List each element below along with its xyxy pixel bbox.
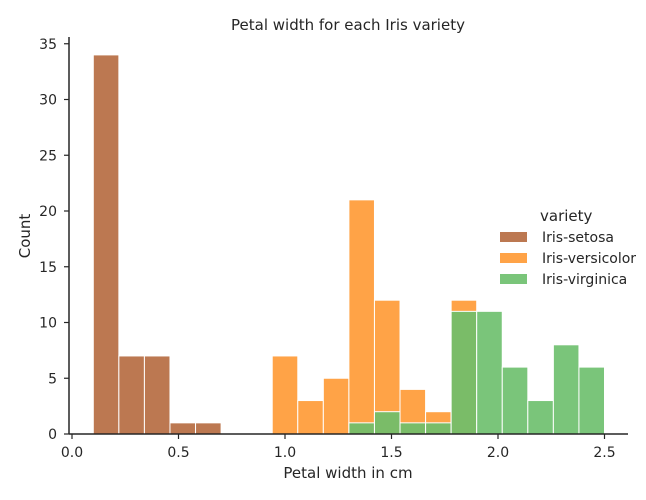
bar-iris-virginica-0 <box>348 422 375 435</box>
bar-iris-setosa-1 <box>118 355 145 435</box>
bar-iris-virginica-7 <box>527 400 554 435</box>
bar-iris-virginica-4 <box>450 310 478 435</box>
bar-iris-setosa-3 <box>169 422 197 435</box>
y-tick-label: 35 <box>39 37 57 53</box>
legend: variety Iris-setosa Iris-versicolor Iris-v… <box>500 207 636 288</box>
x-ticks: 0.0 0.5 1.0 1.5 2.0 2.5 <box>61 434 616 461</box>
bar-iris-versicolor-0 <box>271 355 299 435</box>
x-tick-label: 2.0 <box>487 445 509 461</box>
y-tick-label: 30 <box>39 93 57 109</box>
bar-iris-versicolor-1 <box>297 400 324 435</box>
bar-iris-virginica-9 <box>578 366 606 435</box>
legend-label: Iris-versicolor <box>542 251 636 267</box>
y-tick-label: 5 <box>48 371 57 387</box>
y-tick-label: 10 <box>39 316 57 332</box>
y-axis-title: Count <box>16 214 34 259</box>
bar-iris-virginica-1 <box>373 411 401 435</box>
bars-layer <box>92 54 606 435</box>
x-tick-label: 0.5 <box>167 445 189 461</box>
x-tick-label: 1.5 <box>380 445 402 461</box>
legend-swatch <box>500 253 527 263</box>
x-tick-label: 0.0 <box>61 445 83 461</box>
y-tick-label: 25 <box>39 148 57 164</box>
y-tick-label: 20 <box>39 204 57 220</box>
bar-iris-versicolor-2 <box>322 377 350 435</box>
legend-swatch <box>500 274 527 284</box>
legend-label: Iris-setosa <box>542 230 614 246</box>
legend-swatch <box>500 232 527 242</box>
x-tick-label: 1.0 <box>274 445 296 461</box>
bar-iris-virginica-8 <box>552 344 580 435</box>
legend-label: Iris-virginica <box>542 272 627 288</box>
chart-title: Petal width for each Iris variety <box>231 16 465 34</box>
y-ticks: 0 5 10 15 20 25 30 35 <box>39 37 69 443</box>
bar-iris-virginica-3 <box>425 422 452 435</box>
bar-iris-virginica-2 <box>399 422 427 435</box>
y-tick-label: 0 <box>48 427 57 443</box>
bar-iris-setosa-0 <box>92 54 120 435</box>
bar-iris-setosa-2 <box>143 355 171 435</box>
bar-iris-virginica-5 <box>476 310 503 435</box>
y-tick-label: 15 <box>39 260 57 276</box>
legend-title: variety <box>540 207 593 225</box>
bar-iris-virginica-6 <box>501 366 529 435</box>
x-tick-label: 2.5 <box>593 445 615 461</box>
bar-iris-setosa-4 <box>195 422 222 435</box>
bar-iris-versicolor-3 <box>348 199 375 435</box>
x-axis-title: Petal width in cm <box>283 464 412 482</box>
